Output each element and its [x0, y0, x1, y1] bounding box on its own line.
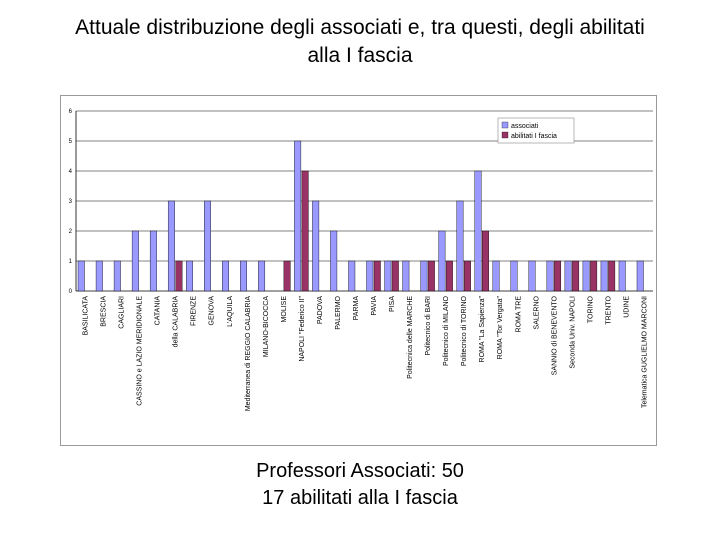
bar-associati — [149, 230, 157, 292]
x-tick-label: BASILICATA — [83, 296, 90, 336]
bar-associati — [348, 260, 356, 292]
x-tick-label: PALERMO — [335, 295, 342, 329]
x-tick-label: L'AQUILA — [227, 296, 234, 327]
bar-associati — [77, 260, 85, 292]
bar-associati — [95, 260, 103, 292]
x-tick-label: Seconda Univ. NAPOLI — [569, 296, 576, 369]
bar-associati — [131, 230, 139, 292]
x-tick-label: CAGLIARI — [119, 296, 126, 329]
bar-abilitati — [445, 260, 453, 292]
x-tick-label: Telematica GUGLIELMO MARCONI — [641, 296, 648, 408]
bar-associati — [474, 170, 482, 292]
bar-abilitati — [427, 260, 435, 292]
y-tick-label: 2 — [69, 229, 73, 235]
legend-box — [497, 117, 575, 144]
bar-associati — [582, 260, 590, 292]
x-tick-label: PAVIA — [371, 296, 378, 316]
x-tick-label: PARMA — [353, 296, 360, 321]
x-tick-label: ROMA TRE — [515, 296, 522, 333]
bar-abilitati — [301, 170, 309, 292]
slide-title: Attuale distribuzione degli associati e,… — [20, 14, 700, 70]
x-tick-label: Politecnico di BARI — [425, 296, 432, 356]
x-tick-label: Mediterranea di REGGIO CALABRIA — [245, 296, 252, 411]
legend-label: abilitati I fascia — [511, 133, 557, 140]
bar-associati — [186, 260, 193, 292]
y-tick-label: 1 — [69, 259, 73, 265]
bar-associati — [564, 260, 572, 292]
bar-associati — [492, 260, 500, 292]
bar-abilitati — [608, 260, 616, 292]
bar-associati — [600, 260, 608, 292]
legend-label: associati — [511, 123, 539, 130]
bar-associati — [204, 200, 211, 292]
chart-frame: 0 1 2 3 4 5 6 BASILICATA BRESCIA CAGLIARI CASSINO … — [60, 95, 657, 446]
bar-associati — [113, 260, 121, 292]
bar-abilitati — [373, 260, 381, 292]
bar-associati — [384, 260, 392, 292]
bar-associati — [456, 200, 464, 292]
y-tick-label: 0 — [69, 289, 73, 295]
bar-abilitati — [283, 260, 291, 292]
x-tick-label: Politecnica delle MARCHE — [407, 296, 414, 379]
bar-associati — [222, 260, 229, 292]
bar-associati — [294, 140, 302, 292]
bar-abilitati — [554, 260, 562, 292]
bar-associati — [312, 200, 320, 292]
legend-swatch — [501, 121, 509, 129]
bar-associati — [240, 260, 247, 292]
bar-associati — [546, 260, 554, 292]
bar-associati — [420, 260, 428, 292]
x-tick-label: Politecnico di MILANO — [443, 295, 450, 366]
bar-associati — [330, 230, 338, 292]
bar-abilitati — [463, 260, 471, 292]
x-tick-label: MOLISE — [281, 296, 288, 323]
x-tick-label: TRENTO — [605, 295, 612, 324]
y-tick-label: 4 — [69, 169, 73, 175]
bar-abilitati — [572, 260, 580, 292]
x-tick-label: della CALABRIA — [173, 296, 180, 348]
bar-chart: 0 1 2 3 4 5 6 BASILICATA BRESCIA CAGLIARI CASSINO … — [69, 109, 653, 411]
bar-associati — [366, 260, 374, 292]
bar-abilitati — [391, 260, 399, 292]
bar-associati — [636, 260, 644, 292]
x-tick-label: ROMA "Tor Vergata" — [497, 295, 504, 359]
x-tick-label: PISA — [389, 296, 396, 312]
slide-caption: Professori Associati: 50 17 abilitati al… — [160, 458, 560, 512]
slide-title-line-1: Attuale distribuzione degli associati e,… — [75, 16, 645, 39]
bar-associati — [258, 260, 266, 292]
bar-associati — [402, 260, 410, 292]
bar-associati — [438, 230, 446, 292]
bar-associati — [618, 260, 626, 292]
x-tick-label: ROMA "La Sapienza" — [479, 295, 486, 362]
y-tick-label: 5 — [69, 139, 73, 145]
x-tick-label: SALERNO — [533, 295, 540, 329]
slide-title-line-2: alla I fascia — [307, 44, 413, 67]
x-tick-label: CATANIA — [155, 296, 162, 326]
x-tick-label: MILANO-BICOCCA — [263, 296, 270, 357]
x-tick-label: CASSINO e LAZIO MERIDIONALE — [137, 296, 144, 406]
caption-abilitati: 17 abilitati alla I fascia — [262, 487, 458, 509]
bar-associati — [528, 260, 536, 292]
x-tick-label: BRESCIA — [101, 296, 108, 327]
x-tick-label: UDINE — [623, 296, 630, 318]
bar-associati — [510, 260, 518, 292]
y-tick-label: 6 — [69, 109, 73, 115]
x-tick-label: GENOVA — [209, 296, 216, 326]
x-tick-label: FIRENZE — [191, 296, 198, 326]
x-tick-label: SANNIO di BENEVENTO — [551, 295, 558, 375]
bar-abilitati — [482, 230, 489, 292]
x-tick-label: TORINO — [587, 295, 594, 323]
x-tick-label: Politecnico di TORINO — [461, 295, 468, 366]
y-tick-label: 3 — [69, 199, 73, 205]
legend-swatch — [501, 131, 509, 139]
bar-associati — [167, 200, 175, 292]
x-tick-label: NAPOLI "Federico II" — [299, 295, 306, 361]
bar-abilitati — [590, 260, 598, 292]
caption-associati: Professori Associati: 50 — [256, 460, 464, 482]
x-tick-label: PADOVA — [317, 296, 324, 324]
bar-abilitati — [175, 260, 183, 292]
